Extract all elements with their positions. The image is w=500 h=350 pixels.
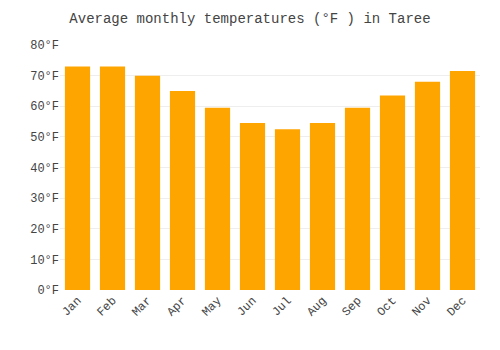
svg-text:50°F: 50°F (30, 131, 59, 145)
svg-text:Average monthly temperatures (: Average monthly temperatures (°F ) in Ta… (69, 11, 430, 27)
svg-text:Oct: Oct (374, 294, 399, 319)
svg-text:30°F: 30°F (30, 192, 59, 206)
svg-text:Jul: Jul (269, 294, 294, 319)
svg-text:Apr: Apr (164, 294, 189, 319)
svg-text:Dec: Dec (444, 294, 469, 319)
svg-text:60°F: 60°F (30, 100, 59, 114)
svg-text:70°F: 70°F (30, 70, 59, 84)
svg-text:Nov: Nov (409, 294, 434, 319)
svg-text:Jun: Jun (234, 294, 259, 319)
svg-text:Feb: Feb (94, 294, 119, 319)
svg-text:Jan: Jan (59, 294, 84, 319)
svg-text:40°F: 40°F (30, 162, 59, 176)
svg-text:Mar: Mar (129, 294, 154, 319)
svg-text:Sep: Sep (339, 294, 364, 319)
svg-text:80°F: 80°F (30, 39, 59, 53)
svg-text:Aug: Aug (304, 294, 329, 319)
svg-text:May: May (199, 294, 224, 319)
svg-text:0°F: 0°F (37, 284, 59, 298)
svg-text:10°F: 10°F (30, 254, 59, 268)
svg-text:20°F: 20°F (30, 223, 59, 237)
